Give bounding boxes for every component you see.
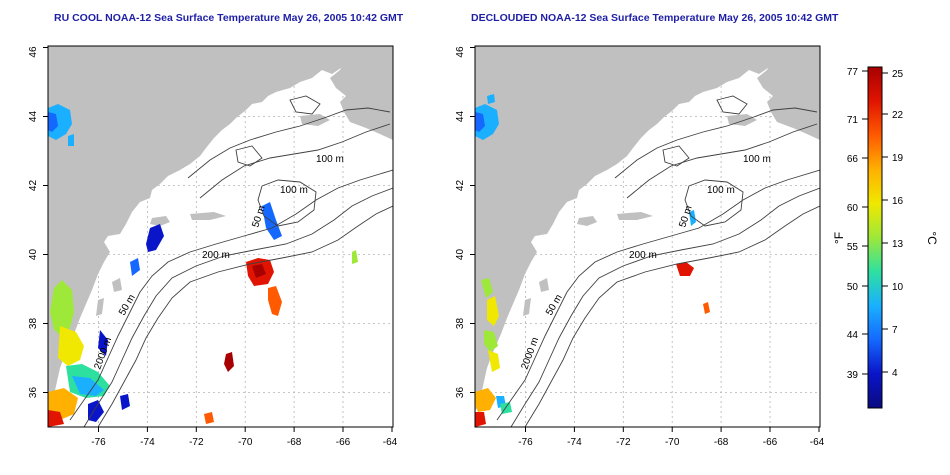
map-panel-left: 100 m 100 m 50 m 200 m 50 m 2000 m -76 -…	[28, 45, 398, 448]
y-tick-label: 44	[455, 111, 466, 123]
panel-title-left: RU COOL NOAA-12 Sea Surface Temperature …	[54, 12, 404, 24]
y-tick-label: 38	[28, 318, 39, 330]
y-tick-label: 44	[28, 111, 39, 123]
land-mass	[475, 46, 820, 412]
contour-label: 200 m	[202, 250, 230, 261]
colorbar-gradient	[867, 66, 883, 409]
y-tick-label: 46	[455, 46, 466, 58]
fahrenheit-tick: 60	[847, 203, 859, 214]
y-tick-label: 42	[28, 180, 39, 192]
celsius-tick: 10	[892, 282, 904, 293]
bathymetry-contours	[69, 95, 393, 427]
y-tick-label: 40	[28, 249, 39, 261]
plot-frame	[47, 45, 394, 428]
celsius-unit-label: °C	[925, 231, 939, 245]
fahrenheit-unit-label: °F	[832, 232, 846, 244]
x-tick-label: -72	[189, 437, 204, 448]
x-tick-label: -66	[763, 437, 778, 448]
temperature-colorbar: 77 71 66 60 55 50 44 39 25 22 19 16 13 1…	[832, 66, 939, 409]
x-tick-label: -74	[140, 437, 155, 448]
x-tick-label: -64	[810, 437, 825, 448]
y-axis	[470, 47, 475, 393]
sst-patches	[475, 94, 710, 427]
land-mass	[48, 46, 393, 412]
celsius-tick: 7	[892, 325, 898, 336]
y-tick-label: 40	[455, 249, 466, 261]
x-tick-label: -72	[616, 437, 631, 448]
celsius-tick: 25	[892, 69, 904, 80]
contour-label: 100 m	[743, 154, 771, 165]
x-axis	[525, 427, 820, 432]
contour-label: 100 m	[280, 185, 308, 196]
map-panel-right: 100 m 100 m 50 m 200 m 50 m 2000 m -76 -…	[455, 45, 825, 448]
x-tick-label: -76	[518, 437, 533, 448]
celsius-tick: 19	[892, 153, 904, 164]
x-axis	[98, 427, 393, 432]
y-tick-label: 36	[28, 387, 39, 399]
fahrenheit-tick: 44	[847, 330, 859, 341]
celsius-tick: 16	[892, 196, 904, 207]
sst-patches	[48, 104, 358, 427]
celsius-tick: 22	[892, 110, 904, 121]
x-tick-label: -66	[336, 437, 351, 448]
celsius-tick: 13	[892, 239, 904, 250]
x-tick-label: -64	[383, 437, 398, 448]
fahrenheit-tick: 71	[847, 115, 859, 126]
y-tick-label: 42	[455, 180, 466, 192]
fahrenheit-tick: 50	[847, 282, 859, 293]
x-tick-label: -70	[665, 437, 680, 448]
x-tick-label: -76	[91, 437, 106, 448]
y-tick-label: 38	[455, 318, 466, 330]
y-tick-label: 46	[28, 46, 39, 58]
y-axis	[43, 47, 48, 393]
y-tick-label: 36	[455, 387, 466, 399]
x-tick-label: -68	[714, 437, 729, 448]
fahrenheit-tick: 39	[847, 370, 859, 381]
fahrenheit-tick: 66	[847, 154, 859, 165]
x-tick-label: -74	[567, 437, 582, 448]
contour-label: 200 m	[629, 250, 657, 261]
panel-title-right: DECLOUDED NOAA-12 Sea Surface Temperatur…	[471, 12, 839, 24]
fahrenheit-tick: 55	[847, 242, 859, 253]
bathymetry-contours	[496, 95, 820, 427]
fahrenheit-tick: 77	[847, 67, 859, 78]
plot-frame	[474, 45, 821, 428]
celsius-tick: 4	[892, 368, 898, 379]
x-tick-label: -70	[238, 437, 253, 448]
x-tick-label: -68	[287, 437, 302, 448]
contour-label: 100 m	[707, 185, 735, 196]
contour-label: 100 m	[316, 154, 344, 165]
